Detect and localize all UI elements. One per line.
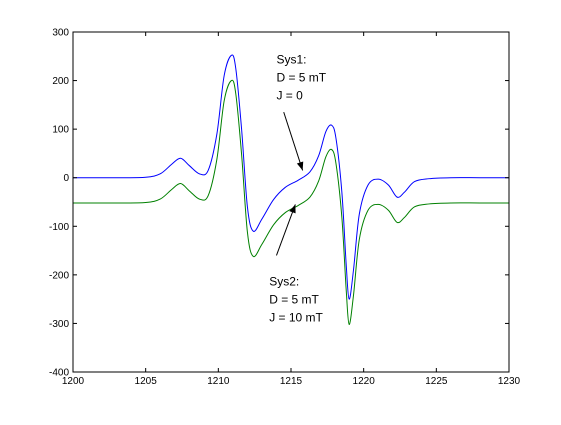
x-tick-label: 1215 [280, 376, 303, 387]
annotation-arrow-shaft [283, 111, 304, 171]
series-line-2 [72, 79, 509, 325]
x-tick-label: 1210 [207, 376, 230, 387]
annotation-line: J = 0 [276, 89, 303, 103]
y-tick-label: -200 [49, 270, 69, 281]
annotation-arrow-head [296, 161, 304, 171]
y-tick-label: -300 [49, 319, 69, 330]
x-tick-label: 1205 [135, 376, 158, 387]
annotation-line: Sys1: [276, 53, 306, 67]
y-tick-label: 0 [63, 173, 69, 184]
series-line-1 [72, 54, 509, 300]
x-tick-label: 1200 [62, 376, 85, 387]
annotation-line: D = 5 mT [269, 293, 319, 307]
y-tick-label: 100 [52, 125, 69, 136]
annotation-sys2: Sys2: D = 5 mT J = 10 mT [269, 204, 324, 325]
annotation-arrow-head [289, 204, 296, 214]
y-tick-label: -400 [49, 368, 69, 379]
y-tick-label: 300 [52, 28, 69, 39]
annotation-line: Sys2: [269, 275, 299, 289]
annotation-arrow-shaft [275, 204, 296, 256]
x-tick-label: 1225 [425, 376, 448, 387]
x-tick-label: 1220 [353, 376, 376, 387]
annotation-line: D = 5 mT [276, 71, 326, 85]
x-tick-label: 1230 [498, 376, 521, 387]
annotation-sys1: Sys1: D = 5 mT J = 0 [276, 53, 327, 171]
y-tick-label: 200 [52, 76, 69, 87]
annotation-line: J = 10 mT [269, 311, 323, 325]
y-tick-label: -100 [49, 222, 69, 233]
